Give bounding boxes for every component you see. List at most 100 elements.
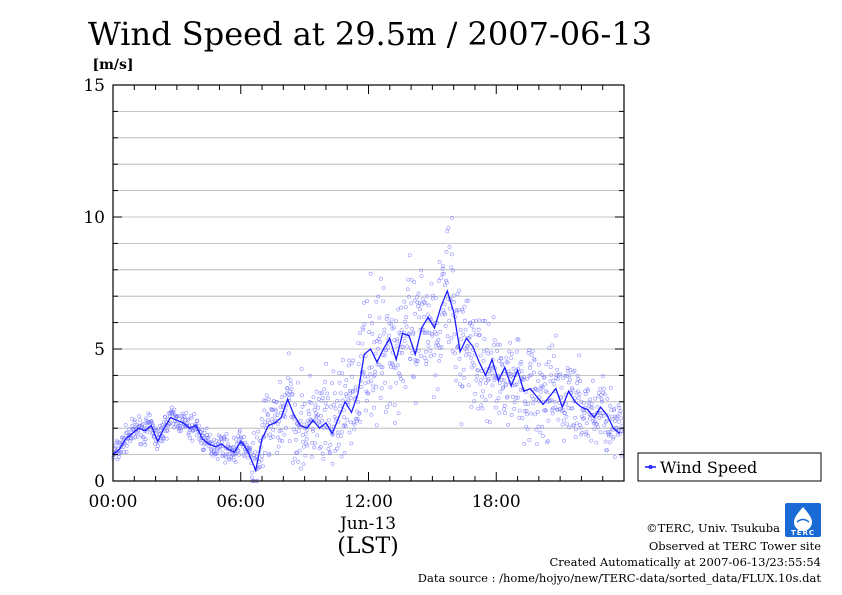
sample-point (576, 377, 581, 382)
sample-point (482, 349, 486, 354)
sample-point (374, 299, 379, 304)
sample-point (393, 319, 398, 324)
sample-point (169, 405, 174, 410)
sample-point (410, 326, 414, 331)
sample-point (319, 391, 324, 396)
sample-point (519, 359, 524, 364)
legend-swatch-marker (648, 465, 653, 469)
x-tick-label: 00:00 (89, 492, 138, 512)
sample-point (428, 354, 433, 359)
sample-point (124, 443, 129, 448)
sample-point (222, 437, 227, 441)
sample-point (299, 411, 304, 415)
sample-point (225, 452, 230, 457)
sample-point (584, 430, 589, 435)
sample-point (409, 277, 414, 282)
sample-point (172, 425, 176, 430)
sample-point (576, 396, 581, 400)
sample-point (215, 457, 220, 461)
sample-point (565, 366, 570, 370)
sample-point (495, 349, 500, 353)
sample-point (509, 356, 514, 361)
sample-point (508, 374, 513, 379)
sample-point (339, 430, 344, 435)
sample-point (279, 395, 284, 400)
sample-point (129, 436, 134, 441)
sample-point (274, 400, 279, 405)
sample-point (509, 413, 514, 417)
sample-point (510, 351, 514, 356)
sample-point (603, 430, 608, 435)
sample-point (547, 346, 552, 351)
sample-point (236, 448, 241, 453)
created-text: Created Automatically at 2007-06-13/23:5… (550, 555, 822, 569)
sample-point (311, 395, 316, 400)
sample-point (421, 330, 426, 335)
sample-point (192, 412, 197, 417)
sample-point (506, 369, 511, 374)
sample-point (120, 435, 125, 440)
sample-point (132, 418, 137, 423)
sample-point (288, 378, 293, 383)
sample-point (139, 424, 143, 429)
sample-point (245, 455, 250, 460)
sample-point (276, 444, 281, 449)
sample-point (346, 363, 351, 368)
sample-point (609, 408, 614, 412)
sample-point (542, 375, 547, 380)
sample-point (297, 448, 302, 453)
sample-point (347, 358, 352, 363)
sample-point (217, 439, 222, 444)
sample-point (338, 404, 343, 408)
sample-point (308, 400, 313, 405)
sample-point (396, 371, 401, 376)
sample-point (577, 353, 582, 358)
sample-point (605, 396, 610, 401)
sample-point (587, 416, 592, 421)
sample-point (237, 430, 242, 435)
sample-point (503, 411, 508, 416)
sample-point (539, 385, 544, 390)
sample-point (350, 374, 355, 379)
sample-point (560, 422, 565, 427)
sample-point (259, 458, 264, 463)
sample-point (423, 349, 428, 354)
sample-point (368, 271, 373, 276)
sample-point (378, 395, 383, 400)
sample-point (479, 377, 483, 382)
sample-point (383, 380, 388, 385)
sample-point (523, 402, 528, 407)
sample-point (609, 385, 613, 390)
sample-point (389, 317, 394, 322)
sample-point (274, 399, 279, 404)
terc-logo-text: TERC (791, 529, 815, 537)
sample-point (289, 387, 294, 391)
sample-point (520, 416, 525, 421)
sample-point (313, 411, 318, 416)
sample-point (423, 331, 427, 335)
sample-point (227, 451, 232, 456)
sample-point (447, 306, 452, 311)
sample-point (273, 408, 278, 413)
sample-point (315, 433, 320, 438)
sample-point (555, 367, 560, 372)
sample-point (322, 407, 327, 412)
sample-point (405, 344, 409, 349)
sample-point (344, 392, 349, 397)
sample-point (487, 377, 491, 382)
sample-point (588, 397, 593, 402)
sample-point (165, 428, 170, 433)
sample-point (233, 460, 238, 465)
sample-point (600, 374, 605, 379)
sample-point (513, 395, 518, 400)
sample-point (528, 373, 533, 378)
sample-point (148, 427, 153, 432)
sample-point (260, 454, 265, 459)
sample-point (276, 435, 281, 440)
sample-point (360, 341, 365, 346)
sample-point (602, 386, 606, 391)
sample-point (400, 350, 404, 355)
sample-point (273, 413, 278, 418)
sample-point (511, 366, 516, 371)
